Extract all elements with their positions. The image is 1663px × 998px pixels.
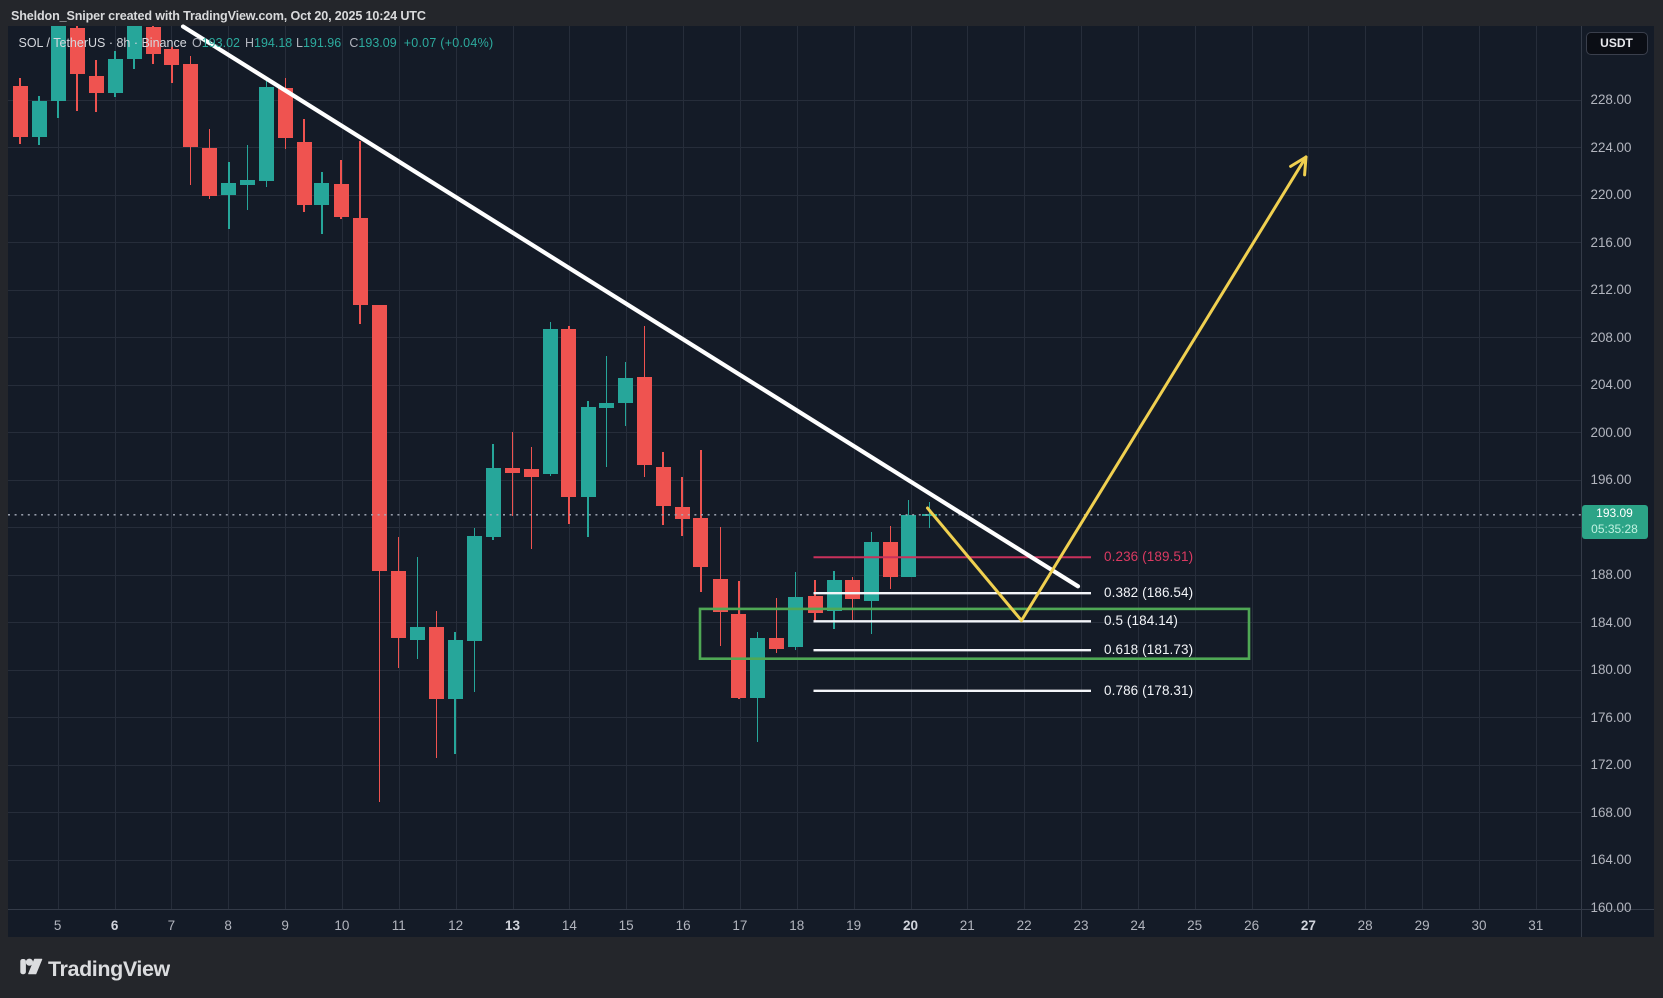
svg-text:TradingView: TradingView [48,958,170,981]
